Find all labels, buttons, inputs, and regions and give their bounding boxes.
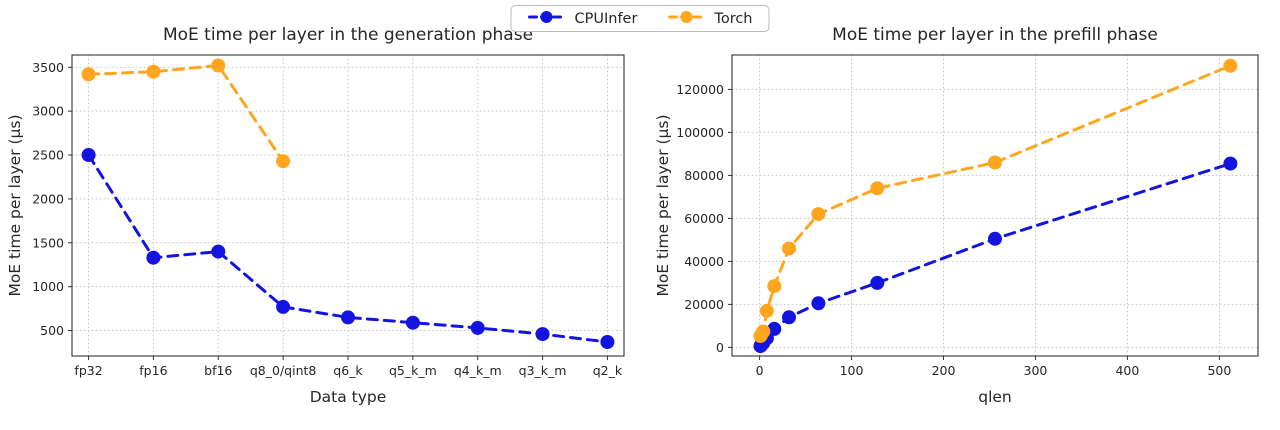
svg-text:0: 0 (756, 363, 764, 378)
series-marker-torch (756, 324, 771, 339)
svg-text:3500: 3500 (32, 60, 64, 75)
series-marker-cpuinfer (767, 321, 782, 336)
y-axis-label: MoE time per layer (μs) (6, 114, 24, 296)
series-marker-torch (146, 64, 161, 79)
series-line-torch (759, 64, 1232, 338)
series-marker-cpuinfer (470, 320, 485, 335)
svg-text:fp32: fp32 (74, 363, 102, 378)
plot-box (731, 54, 1259, 357)
svg-text:200: 200 (932, 363, 956, 378)
svg-text:40000: 40000 (684, 254, 724, 269)
svg-text:0: 0 (716, 340, 724, 355)
svg-text:120000: 120000 (676, 82, 724, 97)
series-marker-cpuinfer (870, 275, 885, 290)
prefill-phase-chart-svg: 0 100 200 300 400 500 0 20000 40000 60000 80000 100… (654, 25, 1259, 406)
svg-text:1500: 1500 (32, 235, 64, 250)
svg-text:60000: 60000 (684, 211, 724, 226)
series-marker-cpuinfer (276, 299, 291, 314)
svg-text:300: 300 (1024, 363, 1048, 378)
series-marker-cpuinfer (600, 335, 615, 349)
svg-text:100000: 100000 (676, 125, 724, 140)
series-marker-torch (767, 279, 782, 294)
svg-text:2500: 2500 (32, 148, 64, 163)
svg-text:bf16: bf16 (204, 363, 232, 378)
svg-text:500: 500 (1207, 363, 1231, 378)
svg-text:q8_0/qint8: q8_0/qint8 (250, 363, 317, 378)
series-marker-cpuinfer (146, 250, 161, 265)
series-marker-cpuinfer (341, 310, 355, 325)
series-line-cpuinfer (759, 162, 1232, 348)
prefill-phase-chart: 0 100 200 300 400 500 0 20000 40000 60000 80000 100… (640, 0, 1280, 426)
series-marker-cpuinfer (211, 244, 226, 259)
legend-item-torch: Torch (667, 9, 753, 28)
axis-ticks: 0 100 200 300 400 500 0 20000 40000 60000 80000 100… (676, 82, 1231, 378)
svg-text:2000: 2000 (32, 191, 64, 206)
generation-phase-chart-svg: fp32 fp16 bf16 q8_0/qint8 q6_k q5_k_m q4_k_m q3… (6, 25, 625, 406)
series-marker-torch (276, 154, 291, 169)
svg-text:q6_k: q6_k (333, 363, 363, 378)
series-marker-cpuinfer (535, 327, 550, 342)
legend: CPUInfer Torch (510, 5, 770, 32)
chart-title: MoE time per layer in the generation pha… (163, 25, 533, 45)
legend-item-cpuinfer: CPUInfer (527, 9, 637, 28)
svg-text:3000: 3000 (32, 104, 64, 119)
svg-text:q2_k: q2_k (593, 363, 623, 378)
y-axis-label: MoE time per layer (μs) (654, 114, 672, 296)
svg-text:500: 500 (40, 323, 64, 338)
chart-title: MoE time per layer in the prefill phase (832, 25, 1158, 45)
svg-text:q4_k_m: q4_k_m (454, 363, 502, 378)
series-marker-torch (782, 241, 796, 256)
series-marker-torch (211, 58, 226, 73)
axis-ticks: fp32 fp16 bf16 q8_0/qint8 q6_k q5_k_m q4_k_m q3… (32, 60, 623, 378)
generation-phase-chart: fp32 fp16 bf16 q8_0/qint8 q6_k q5_k_m q4_k_m q3… (0, 0, 640, 426)
legend-label-cpuinfer: CPUInfer (574, 10, 638, 27)
series-marker-cpuinfer (811, 296, 826, 311)
svg-text:1000: 1000 (32, 279, 64, 294)
svg-text:400: 400 (1115, 363, 1139, 378)
series-marker-torch (988, 155, 1002, 170)
series-marker-torch (759, 303, 774, 318)
svg-text:80000: 80000 (684, 168, 724, 183)
grid (731, 54, 1259, 357)
series-line-cpuinfer (87, 153, 609, 344)
legend-marker-cpuinfer-icon (527, 9, 565, 28)
series-marker-cpuinfer (405, 315, 420, 330)
series-marker-cpuinfer (81, 148, 96, 162)
series-marker-torch (81, 67, 96, 82)
series-marker-torch (811, 207, 826, 222)
svg-text:fp16: fp16 (139, 363, 167, 378)
legend-label-torch: Torch (714, 10, 753, 27)
svg-text:q5_k_m: q5_k_m (389, 363, 437, 378)
series-marker-torch (870, 181, 885, 196)
grid (71, 54, 625, 357)
series-line-torch (87, 63, 285, 163)
x-axis-label: Data type (310, 388, 387, 406)
svg-text:100: 100 (840, 363, 864, 378)
svg-text:20000: 20000 (684, 297, 724, 312)
x-axis-label: qlen (978, 388, 1012, 406)
series-marker-cpuinfer (782, 310, 796, 325)
series-marker-torch (1223, 58, 1238, 73)
legend-marker-torch-icon (667, 9, 705, 28)
series-marker-cpuinfer (1223, 156, 1238, 171)
series-marker-cpuinfer (988, 231, 1002, 246)
svg-text:q3_k_m: q3_k_m (519, 363, 567, 378)
